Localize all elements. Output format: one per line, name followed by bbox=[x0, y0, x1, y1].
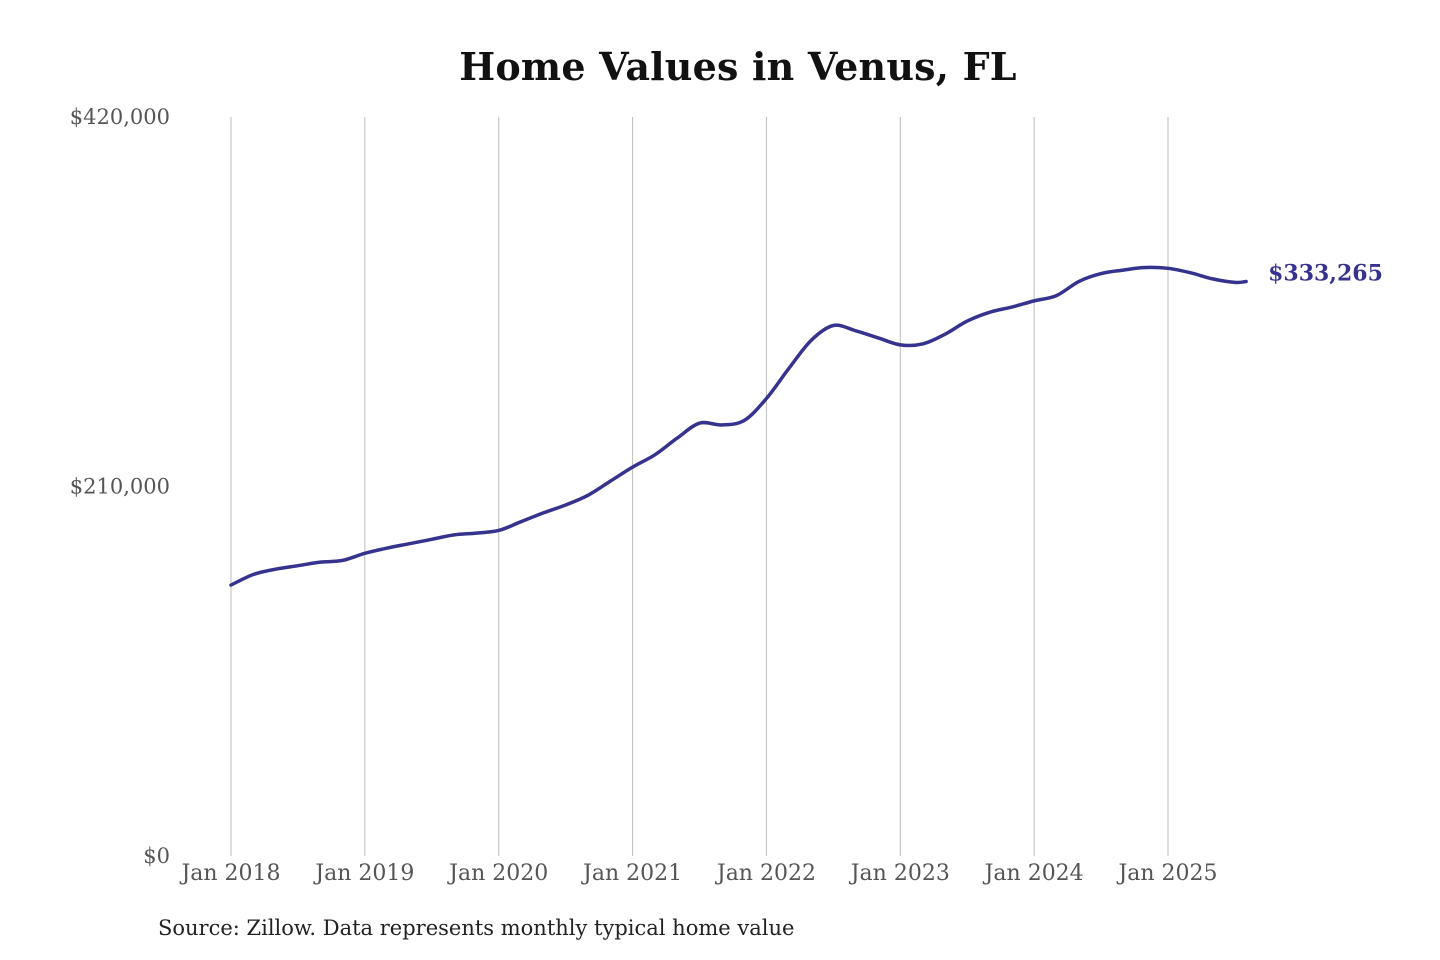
series-layer bbox=[229, 265, 1248, 587]
x-tick-label: Jan 2023 bbox=[849, 861, 950, 886]
y-tick-label: $210,000 bbox=[70, 475, 170, 499]
x-tick-label: Jan 2018 bbox=[179, 861, 280, 886]
source-note: Source: Zillow. Data represents monthly … bbox=[158, 916, 795, 940]
x-tick-label: Jan 2020 bbox=[447, 861, 548, 886]
x-tick-label: Jan 2025 bbox=[1116, 861, 1217, 886]
chart-title: Home Values in Venus, FL bbox=[459, 44, 1017, 89]
y-tick-label: $420,000 bbox=[70, 105, 170, 129]
x-tick-label: Jan 2019 bbox=[313, 861, 414, 886]
y-axis-tick-labels: $0 $210,000 $420,000 bbox=[70, 105, 170, 868]
x-tick-label: Jan 2022 bbox=[715, 861, 816, 886]
vertical-gridlines bbox=[230, 117, 1169, 856]
x-axis-tick-labels: Jan 2018 Jan 2019 Jan 2020 Jan 2021 Jan 2022… bbox=[179, 861, 1217, 886]
x-tick-label: Jan 2024 bbox=[983, 861, 1084, 886]
y-tick-label: $0 bbox=[143, 844, 170, 868]
end-value-label: $333,265 bbox=[1268, 261, 1383, 287]
series-line-0 bbox=[229, 265, 1248, 587]
x-tick-label: Jan 2021 bbox=[581, 861, 682, 886]
